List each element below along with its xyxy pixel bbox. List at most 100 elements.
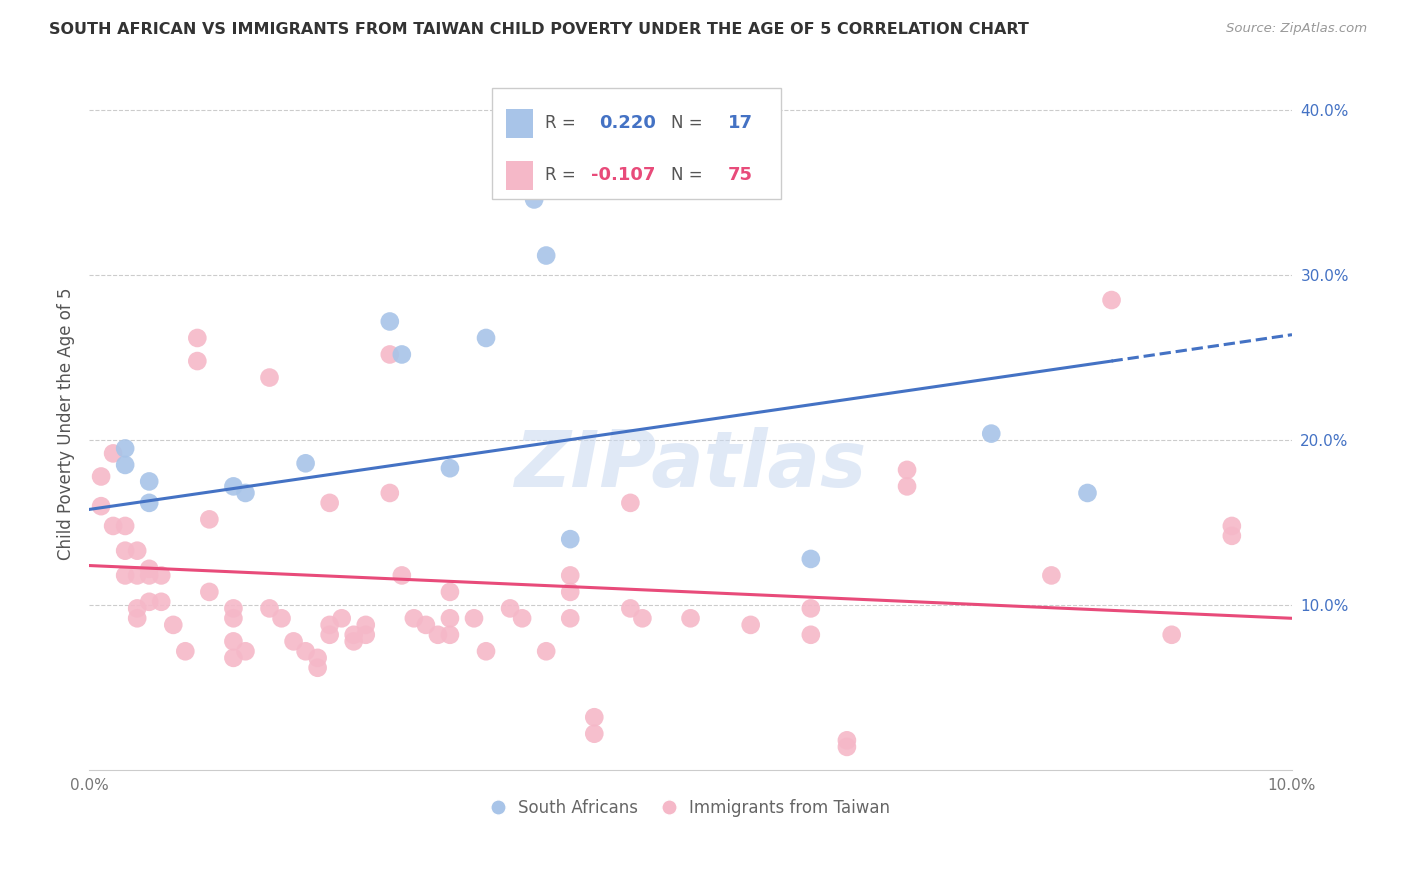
Point (222, 611, 245, 625)
Text: 17: 17 (728, 114, 752, 132)
Point (475, 331, 498, 345)
Point (162, 618, 184, 632)
Point (378, 486, 401, 500)
Point (391, 568, 413, 582)
Point (259, 370, 281, 384)
Point (138, 568, 160, 582)
Point (150, 568, 173, 582)
Point (475, 644, 498, 658)
Point (896, 463, 918, 477)
Point (127, 568, 149, 582)
Point (800, 628, 823, 642)
Text: 75: 75 (728, 166, 752, 184)
Point (222, 651, 245, 665)
Point (222, 479, 245, 493)
Point (138, 562, 160, 576)
Point (378, 347, 401, 361)
Point (1101, 293, 1123, 307)
Point (294, 644, 316, 658)
Point (439, 628, 461, 642)
Point (186, 354, 208, 368)
Point (619, 496, 641, 510)
Point (439, 461, 461, 475)
Point (415, 618, 437, 632)
Point (534, 644, 557, 658)
Point (198, 512, 221, 526)
Point (391, 347, 413, 361)
Point (800, 601, 823, 615)
Text: ZIPatlas: ZIPatlas (515, 427, 866, 503)
Point (560, 568, 582, 582)
Point (1160, 628, 1182, 642)
Point (222, 634, 245, 648)
Text: 0.220: 0.220 (599, 114, 657, 132)
Point (127, 611, 149, 625)
Point (560, 532, 582, 546)
Point (186, 331, 208, 345)
Point (354, 628, 377, 642)
Point (499, 601, 522, 615)
Point (439, 611, 461, 625)
Point (980, 426, 1002, 441)
Point (101, 519, 124, 533)
Point (198, 585, 221, 599)
FancyBboxPatch shape (492, 87, 780, 199)
Point (114, 519, 136, 533)
Point (307, 661, 329, 675)
Y-axis label: Child Poverty Under the Age of 5: Child Poverty Under the Age of 5 (58, 287, 75, 560)
Point (835, 739, 858, 754)
Point (294, 456, 316, 470)
Point (114, 568, 136, 582)
Point (127, 601, 149, 615)
Point (835, 733, 858, 747)
Point (1220, 529, 1243, 543)
Point (138, 496, 160, 510)
Point (318, 496, 340, 510)
Point (101, 446, 124, 460)
Text: N =: N = (671, 114, 709, 132)
Point (235, 486, 257, 500)
Text: R =: R = (546, 166, 581, 184)
Legend: South Africans, Immigrants from Taiwan: South Africans, Immigrants from Taiwan (484, 793, 897, 824)
Point (127, 543, 149, 558)
Point (90, 469, 112, 483)
Point (1220, 519, 1243, 533)
Point (560, 585, 582, 599)
Point (222, 601, 245, 615)
Point (510, 611, 533, 625)
Point (114, 543, 136, 558)
Point (114, 442, 136, 456)
Point (534, 248, 557, 262)
Text: N =: N = (671, 166, 709, 184)
Point (343, 634, 366, 648)
Bar (506, 161, 533, 190)
Point (439, 585, 461, 599)
Text: R =: R = (546, 114, 581, 132)
Point (259, 601, 281, 615)
Point (800, 552, 823, 566)
Point (343, 628, 366, 642)
Point (523, 193, 546, 207)
Point (174, 644, 197, 658)
Point (114, 458, 136, 472)
Point (583, 710, 606, 724)
Point (354, 618, 377, 632)
Point (896, 479, 918, 493)
Point (619, 601, 641, 615)
Point (138, 475, 160, 489)
Point (583, 727, 606, 741)
Point (679, 611, 702, 625)
Point (378, 314, 401, 328)
Point (740, 618, 762, 632)
Point (307, 651, 329, 665)
Point (1076, 486, 1098, 500)
Text: -0.107: -0.107 (591, 166, 655, 184)
Point (330, 611, 353, 625)
Point (463, 611, 485, 625)
Bar (506, 109, 533, 137)
Point (270, 611, 292, 625)
Point (318, 618, 340, 632)
Text: SOUTH AFRICAN VS IMMIGRANTS FROM TAIWAN CHILD POVERTY UNDER THE AGE OF 5 CORRELA: SOUTH AFRICAN VS IMMIGRANTS FROM TAIWAN … (49, 22, 1029, 37)
Point (90, 499, 112, 513)
Point (426, 628, 449, 642)
